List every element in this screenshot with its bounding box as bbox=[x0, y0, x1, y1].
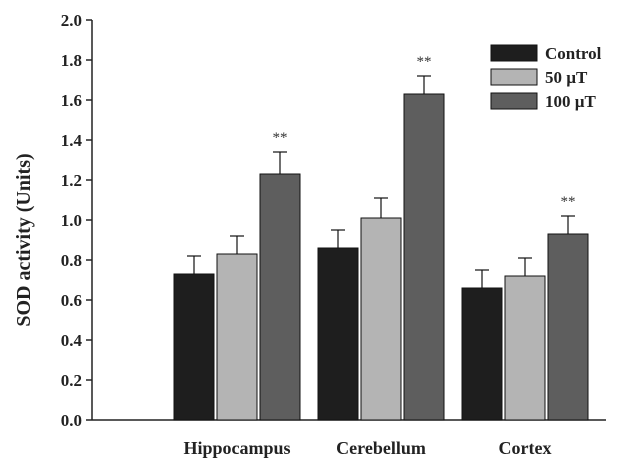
category-label: Cerebellum bbox=[336, 438, 426, 458]
bar-2-1 bbox=[403, 93, 445, 421]
bar-2-2 bbox=[547, 233, 589, 421]
y-tick-label: 1.2 bbox=[61, 171, 82, 190]
y-tick-label: 0.0 bbox=[61, 411, 82, 430]
y-tick-label: 0.2 bbox=[61, 371, 82, 390]
legend-label: Control bbox=[545, 44, 602, 63]
bar-1-0 bbox=[216, 253, 258, 421]
y-tick-label: 1.8 bbox=[61, 51, 82, 70]
significance-label: ** bbox=[273, 130, 288, 146]
y-axis-label: SOD activity (Units) bbox=[13, 153, 35, 326]
significance-label: ** bbox=[561, 194, 576, 210]
category-label: Hippocampus bbox=[183, 438, 290, 458]
y-tick-label: 0.4 bbox=[61, 331, 83, 350]
y-tick-label: 2.0 bbox=[61, 11, 82, 30]
legend-swatch bbox=[490, 92, 538, 110]
legend-label: 50 µT bbox=[545, 68, 588, 87]
bar-0-2 bbox=[461, 287, 503, 421]
y-tick-label: 1.4 bbox=[61, 131, 83, 150]
bar-0-0 bbox=[173, 273, 215, 421]
legend-label: 100 µT bbox=[545, 92, 597, 111]
bar-2-0 bbox=[259, 173, 301, 421]
y-tick-label: 1.6 bbox=[61, 91, 82, 110]
legend-swatch bbox=[490, 44, 538, 62]
legend-swatch bbox=[490, 68, 538, 86]
bar-1-1 bbox=[360, 217, 402, 421]
y-tick-label: 1.0 bbox=[61, 211, 82, 230]
bar-1-2 bbox=[504, 275, 546, 421]
y-tick-label: 0.6 bbox=[61, 291, 82, 310]
y-tick-label: 0.8 bbox=[61, 251, 82, 270]
category-label: Cortex bbox=[499, 438, 552, 458]
significance-label: ** bbox=[417, 54, 432, 70]
bar-0-1 bbox=[317, 247, 359, 421]
